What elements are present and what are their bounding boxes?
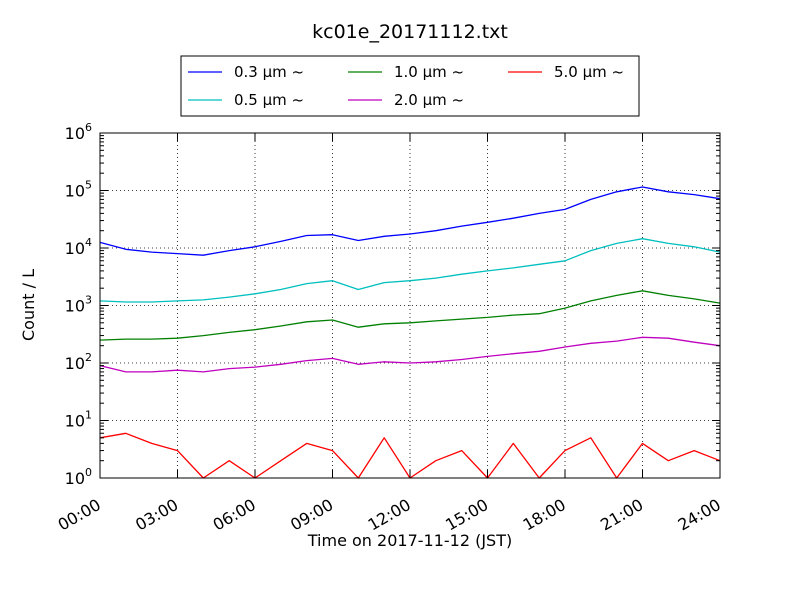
y-tick-label: 103: [65, 294, 92, 316]
legend-entry-label: 2.0 μm ~: [394, 91, 464, 109]
y-tick-label: 105: [65, 179, 92, 201]
x-tick-label: 18:00: [520, 495, 569, 535]
x-tick-label: 21:00: [597, 495, 646, 535]
y-tick-label: 104: [65, 236, 92, 258]
legend: 0.3 μm ~ 0.5 μm ~ 1.0 μm ~ 2.0 μm ~ 5.0 μm ~: [180, 55, 640, 117]
x-tick-label: 03:00: [132, 495, 181, 535]
y-axis-tick-labels: 100 101 102 103 104 105 106: [65, 121, 92, 488]
series-line-3: [99, 336, 721, 373]
y-tick-label: 102: [65, 351, 92, 373]
y-tick-label: 100: [65, 466, 92, 488]
y-tick-label: 101: [65, 409, 92, 431]
y-axis-label: Count / L: [19, 269, 38, 341]
x-axis-tick-labels: 00:00 03:00 06:00 09:00 12:00 15:00 18:00 21:00…: [55, 495, 724, 535]
y-tick-label: 106: [65, 121, 92, 143]
legend-entry-label: 0.5 μm ~: [234, 91, 304, 109]
legend-entry-label: 5.0 μm ~: [554, 63, 624, 81]
chart-title: kc01e_20171112.txt: [312, 21, 508, 43]
x-tick-label: 00:00: [55, 495, 104, 535]
x-tick-label: 15:00: [442, 495, 491, 535]
grid-lines: [100, 133, 720, 478]
x-tick-label: 24:00: [675, 495, 724, 535]
legend-box: [180, 55, 640, 117]
legend-entry-label: 1.0 μm ~: [394, 63, 464, 81]
series-line-2: [99, 290, 721, 341]
x-tick-label: 12:00: [365, 495, 414, 535]
x-axis-label: Time on 2017-11-12 (JST): [307, 531, 512, 550]
legend-entry-label: 0.3 μm ~: [234, 63, 304, 81]
series-line-1: [99, 238, 721, 303]
series-line-0: [99, 186, 721, 256]
axis-ticks: [99, 132, 721, 479]
x-tick-label: 06:00: [210, 495, 259, 535]
plot-series: [99, 186, 721, 479]
x-tick-label: 09:00: [287, 495, 336, 535]
